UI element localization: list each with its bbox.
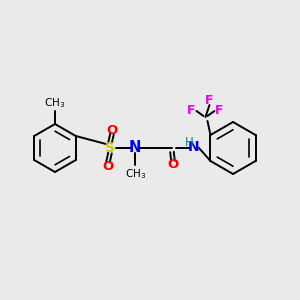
Text: O: O — [106, 124, 118, 136]
Text: CH$_3$: CH$_3$ — [44, 96, 66, 110]
Text: H: H — [184, 136, 194, 148]
Text: O: O — [102, 160, 114, 172]
Text: CH$_3$: CH$_3$ — [125, 167, 147, 181]
Text: O: O — [167, 158, 178, 172]
Text: S: S — [105, 141, 115, 155]
Text: N: N — [129, 140, 141, 155]
Text: N: N — [188, 140, 200, 154]
Text: F: F — [215, 104, 224, 118]
Text: F: F — [187, 104, 196, 118]
Text: F: F — [205, 94, 214, 107]
